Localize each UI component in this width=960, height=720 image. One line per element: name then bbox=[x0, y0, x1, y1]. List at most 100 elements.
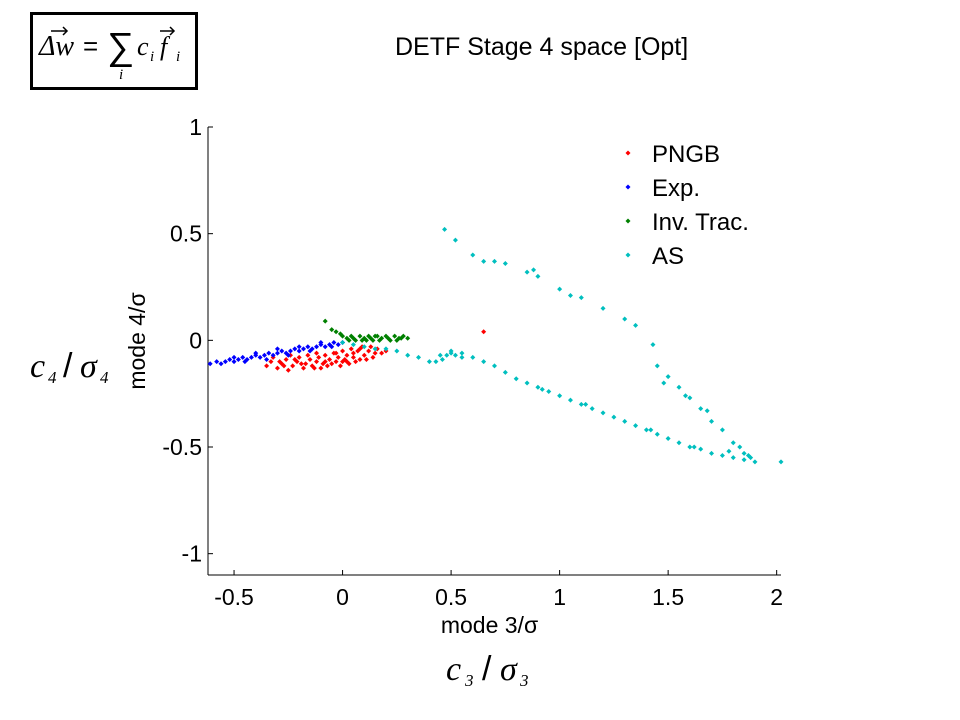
data-point bbox=[416, 354, 422, 360]
data-point bbox=[318, 339, 324, 345]
data-point bbox=[357, 346, 363, 352]
data-point bbox=[357, 333, 363, 339]
data-point bbox=[502, 369, 508, 375]
data-point bbox=[285, 367, 291, 373]
data-point bbox=[719, 427, 725, 433]
outer-x-sub: 3 bbox=[464, 671, 474, 690]
data-point bbox=[218, 361, 224, 367]
data-point bbox=[687, 444, 693, 450]
chart-title: DETF Stage 4 space [Opt] bbox=[395, 33, 689, 61]
data-point bbox=[340, 339, 346, 345]
data-point bbox=[274, 365, 280, 371]
data-point bbox=[379, 335, 385, 341]
data-point bbox=[298, 361, 304, 367]
data-point bbox=[285, 352, 291, 358]
data-point bbox=[676, 440, 682, 446]
data-point bbox=[426, 359, 432, 365]
data-point bbox=[281, 363, 287, 369]
data-point bbox=[691, 444, 697, 450]
data-point bbox=[546, 389, 552, 395]
data-point bbox=[676, 384, 682, 390]
data-point bbox=[372, 350, 378, 356]
x-tick-label: 2 bbox=[770, 584, 783, 610]
legend-marker bbox=[625, 252, 631, 258]
vector-arrowhead bbox=[62, 26, 69, 36]
data-point bbox=[405, 335, 411, 341]
data-point bbox=[348, 346, 354, 352]
data-point bbox=[370, 354, 376, 360]
series-inv-trac bbox=[322, 318, 411, 343]
data-point bbox=[333, 350, 339, 356]
outer-y-sigma: σ bbox=[80, 348, 98, 385]
y-tick-label: 0 bbox=[189, 327, 202, 353]
data-point bbox=[329, 344, 335, 350]
series-pngb bbox=[264, 329, 487, 373]
data-point bbox=[648, 427, 654, 433]
formula-f: f bbox=[160, 32, 171, 61]
data-point bbox=[311, 365, 317, 371]
data-point bbox=[524, 380, 530, 386]
data-point bbox=[309, 346, 315, 352]
x-tick-label: 0 bbox=[336, 584, 349, 610]
data-point bbox=[264, 363, 270, 369]
data-point bbox=[372, 333, 378, 339]
data-point bbox=[333, 329, 339, 335]
data-point bbox=[535, 384, 541, 390]
data-point bbox=[452, 352, 458, 358]
data-point bbox=[492, 258, 497, 264]
legend: PNGB Exp. Inv. Trac. AS bbox=[625, 141, 749, 270]
y-axis-label: mode 4/σ bbox=[124, 292, 150, 389]
data-point bbox=[654, 363, 660, 369]
data-point bbox=[305, 352, 311, 358]
data-point bbox=[333, 359, 339, 365]
data-point bbox=[741, 450, 747, 456]
data-point bbox=[244, 357, 250, 363]
data-point bbox=[366, 333, 372, 339]
data-point bbox=[481, 258, 487, 264]
data-point bbox=[611, 414, 617, 420]
data-point bbox=[643, 427, 649, 433]
data-point bbox=[303, 361, 309, 367]
data-point bbox=[589, 406, 595, 412]
data-point bbox=[283, 357, 289, 363]
x-tick-label: 0.5 bbox=[435, 584, 467, 610]
legend-label: Inv. Trac. bbox=[652, 209, 749, 236]
data-point bbox=[340, 333, 346, 339]
data-point bbox=[357, 357, 363, 363]
data-point bbox=[687, 395, 693, 401]
data-point bbox=[531, 267, 537, 273]
data-point bbox=[350, 350, 356, 356]
data-point bbox=[292, 346, 298, 352]
data-point bbox=[452, 237, 458, 243]
data-point bbox=[324, 363, 330, 369]
data-point bbox=[261, 352, 267, 358]
data-point bbox=[383, 348, 389, 354]
data-point bbox=[340, 359, 346, 365]
data-point bbox=[387, 337, 393, 343]
data-point bbox=[578, 401, 584, 407]
data-point bbox=[296, 354, 302, 360]
data-point bbox=[331, 350, 337, 356]
data-point bbox=[394, 337, 400, 343]
y-tick-label: -0.5 bbox=[162, 434, 202, 460]
data-point bbox=[359, 337, 365, 343]
data-point bbox=[264, 357, 270, 363]
data-point bbox=[231, 359, 237, 365]
data-point bbox=[578, 295, 584, 301]
formula-f-sub: i bbox=[176, 49, 180, 65]
data-point bbox=[318, 342, 324, 348]
data-point bbox=[698, 446, 704, 452]
outer-y-sigsub: 4 bbox=[100, 368, 109, 387]
data-point bbox=[448, 348, 454, 354]
data-point bbox=[316, 354, 322, 360]
data-point bbox=[459, 354, 465, 360]
data-point bbox=[368, 344, 374, 350]
data-point bbox=[383, 333, 389, 339]
data-point bbox=[481, 329, 487, 335]
data-point bbox=[374, 346, 380, 352]
data-point bbox=[539, 386, 545, 392]
data-point bbox=[266, 350, 272, 356]
data-point bbox=[242, 359, 248, 365]
data-point bbox=[383, 346, 389, 352]
data-point bbox=[398, 335, 404, 341]
